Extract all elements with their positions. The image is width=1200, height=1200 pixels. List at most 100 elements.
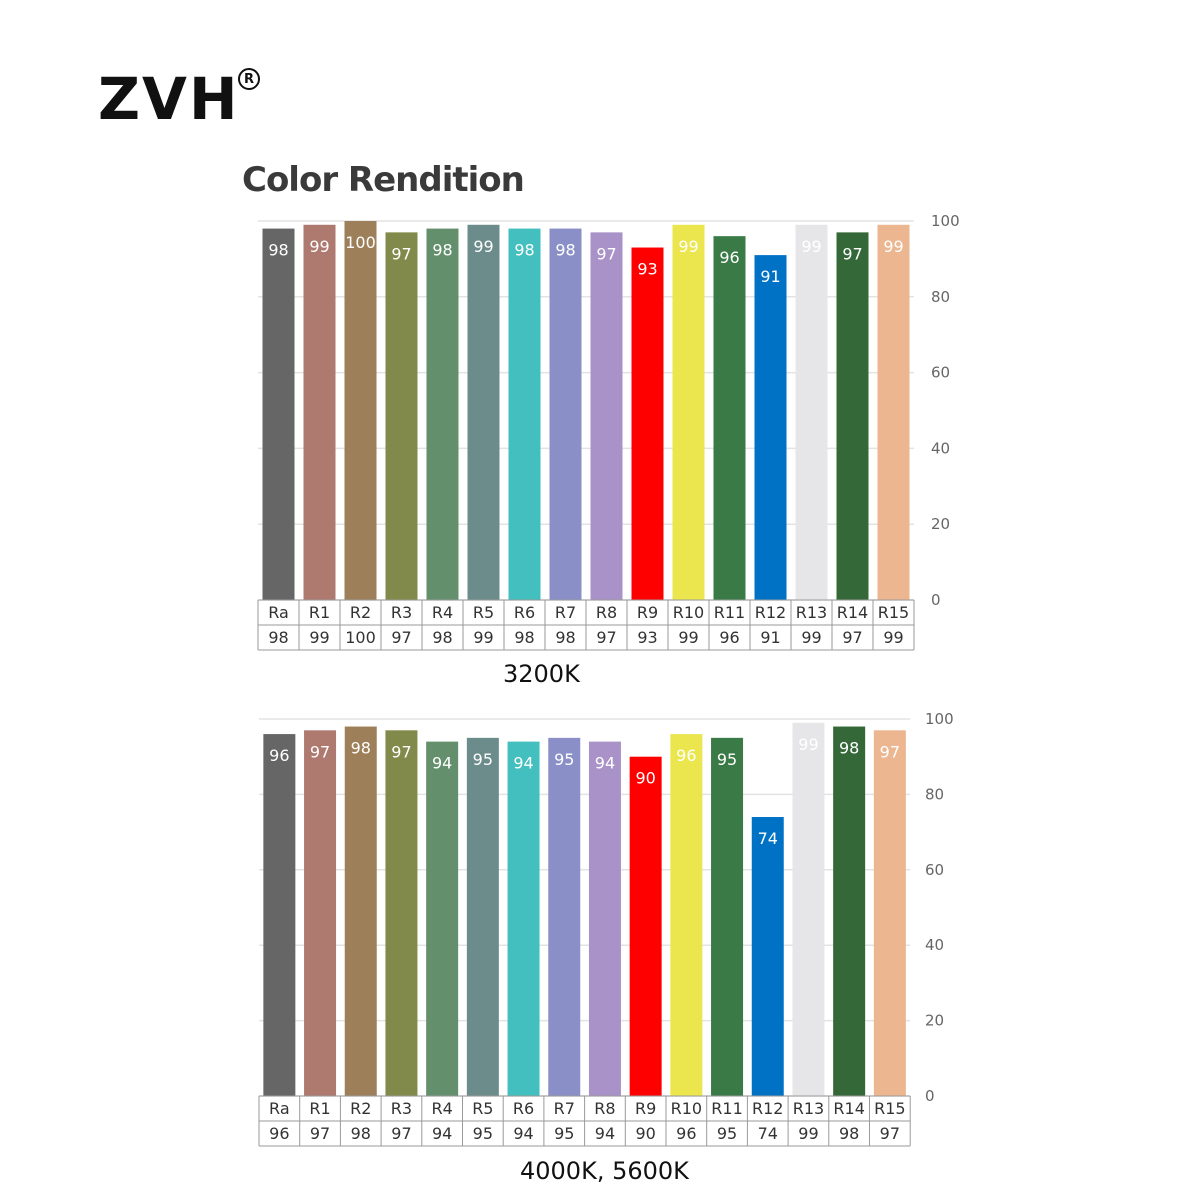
bar-r13 (792, 722, 825, 1096)
table-value: 94 (595, 1124, 615, 1143)
bar-r6 (507, 741, 540, 1096)
bar-r8 (588, 741, 621, 1096)
table-value: 99 (473, 628, 493, 647)
x-tick-label: R8 (594, 1099, 615, 1118)
x-tick-label: R6 (513, 1099, 534, 1118)
data-label: 95 (554, 750, 574, 769)
data-label: 74 (758, 829, 778, 848)
registered-mark-icon: R (238, 68, 260, 90)
bar-r9 (629, 756, 662, 1096)
table-value: 95 (473, 1124, 493, 1143)
bar-r3 (385, 232, 418, 600)
x-tick-label: R10 (673, 603, 704, 622)
table-value: 98 (268, 628, 288, 647)
x-tick-label: R9 (637, 603, 658, 622)
data-label: 94 (513, 754, 533, 773)
table-value: 98 (432, 628, 452, 647)
table-value: 95 (554, 1124, 574, 1143)
bar-r5 (466, 737, 499, 1096)
bar-r4 (426, 741, 459, 1096)
data-label: 98 (351, 739, 371, 758)
table-value: 99 (798, 1124, 818, 1143)
data-label: 96 (269, 746, 289, 765)
table-value: 97 (880, 1124, 900, 1143)
data-label: 91 (760, 267, 780, 286)
x-tick-label: R9 (635, 1099, 656, 1118)
x-tick-label: R6 (514, 603, 535, 622)
data-label: 90 (635, 769, 655, 788)
bar-r3 (385, 730, 418, 1096)
data-label: 95 (717, 750, 737, 769)
bar-r15 (877, 224, 910, 600)
x-tick-label: R8 (596, 603, 617, 622)
bar-r12 (754, 255, 787, 601)
data-label: 94 (432, 754, 452, 773)
data-label: 97 (310, 742, 330, 761)
x-tick-label: R2 (350, 603, 371, 622)
bar-r10 (670, 734, 703, 1096)
x-tick-label: R4 (432, 603, 453, 622)
table-value: 97 (842, 628, 862, 647)
bar-chart-4000k-5600k: 0 20 40 60 80 100 96 97 98 97 94 95 94 95 94 90 96 95 74 99… (258, 710, 954, 1147)
data-label: 98 (514, 241, 534, 260)
bar-r1 (303, 224, 336, 600)
data-label: 99 (309, 237, 329, 256)
bar-r15 (873, 730, 906, 1096)
y-tick-label: 100 (925, 710, 954, 728)
table-value: 98 (839, 1124, 859, 1143)
bar-r9 (631, 247, 664, 600)
y-tick-label: 80 (925, 785, 944, 803)
bar-r4 (426, 228, 459, 600)
data-label: 98 (432, 241, 452, 260)
bar-r5 (467, 224, 500, 600)
table-value: 98 (514, 628, 534, 647)
y-tick-label: 100 (931, 212, 960, 230)
y-tick-label: 0 (931, 591, 941, 609)
bar-r10 (672, 224, 705, 600)
x-tick-label: R15 (878, 603, 909, 622)
x-tick-label: R2 (350, 1099, 371, 1118)
x-tick-label: R4 (432, 1099, 453, 1118)
table-value: 97 (310, 1124, 330, 1143)
x-tick-label: R12 (755, 603, 786, 622)
y-tick-label: 40 (925, 936, 944, 954)
y-tick-label: 60 (925, 861, 944, 879)
page-title: Color Rendition (242, 160, 525, 200)
bar-r1 (304, 730, 337, 1096)
table-value: 97 (391, 628, 411, 647)
table-value: 93 (637, 628, 657, 647)
bar-r2 (344, 726, 377, 1096)
data-label: 97 (596, 244, 616, 263)
bar-r11 (711, 737, 744, 1096)
x-tick-label: R1 (309, 603, 330, 622)
table-value: 94 (432, 1124, 452, 1143)
table-value: 91 (760, 628, 780, 647)
bar-r2 (344, 221, 377, 600)
x-tick-label: R3 (391, 1099, 412, 1118)
bar-r11 (713, 236, 746, 600)
x-tick-label: Ra (269, 1099, 290, 1118)
x-tick-label: R7 (555, 603, 576, 622)
data-label: 97 (880, 742, 900, 761)
bar-ra (262, 228, 295, 600)
x-tick-label: R3 (391, 603, 412, 622)
y-tick-label: 20 (931, 515, 950, 533)
y-tick-label: 60 (931, 364, 950, 382)
x-tick-label: R13 (796, 603, 827, 622)
table-value: 99 (309, 628, 329, 647)
table-value: 74 (758, 1124, 778, 1143)
bar-r7 (548, 737, 581, 1096)
table-value: 97 (596, 628, 616, 647)
data-label: 97 (842, 244, 862, 263)
data-label: 97 (391, 244, 411, 263)
table-value: 94 (513, 1124, 533, 1143)
data-label: 98 (555, 241, 575, 260)
chart-4000k-5600k: 0 20 40 60 80 100 96 97 98 97 94 95 94 95 94 90 96 95 74 99… (250, 706, 970, 1161)
x-tick-label: R5 (472, 1099, 493, 1118)
data-label: 99 (883, 237, 903, 256)
table-value: 100 (345, 628, 376, 647)
data-label: 95 (473, 750, 493, 769)
brand-logo: ZVH (98, 65, 240, 133)
table-value: 96 (719, 628, 739, 647)
bar-r7 (549, 228, 582, 600)
